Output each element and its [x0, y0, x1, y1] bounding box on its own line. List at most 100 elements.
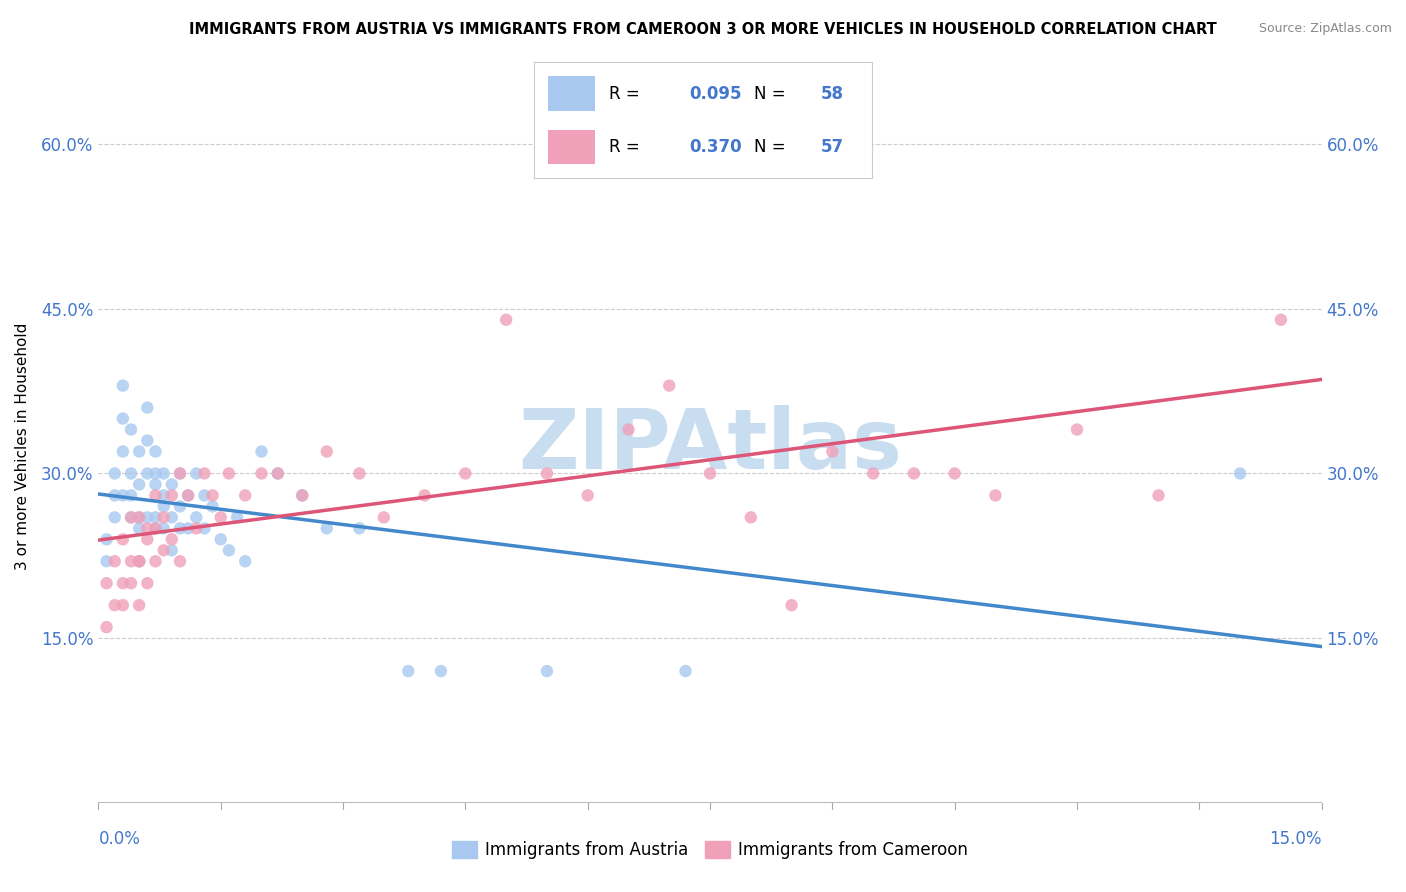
Point [136, 521, 159, 535]
Point [186, 467, 208, 481]
Point [267, 467, 290, 481]
Point [128, 510, 150, 524]
Point [169, 467, 191, 481]
Point [454, 467, 477, 481]
Point [209, 510, 232, 524]
Point [699, 153, 721, 168]
Point [128, 554, 150, 568]
Point [267, 467, 290, 481]
Point [136, 434, 159, 448]
Point [250, 467, 273, 481]
Point [136, 510, 159, 524]
Point [104, 598, 127, 612]
Point [145, 467, 167, 481]
Point [96, 620, 118, 634]
Point [111, 378, 134, 392]
Point [96, 576, 118, 591]
Point [128, 510, 150, 524]
Point [128, 477, 150, 491]
Point [396, 664, 419, 678]
Point [291, 488, 314, 502]
Point [128, 444, 150, 458]
Point [152, 543, 174, 558]
Point [218, 543, 240, 558]
Point [250, 444, 273, 458]
Point [160, 488, 183, 502]
Point [111, 576, 134, 591]
Point [145, 477, 167, 491]
Point [169, 521, 191, 535]
Point [193, 467, 215, 481]
Point [152, 467, 174, 481]
Y-axis label: 3 or more Vehicles in Household: 3 or more Vehicles in Household [15, 322, 30, 570]
Point [120, 510, 142, 524]
Point [120, 488, 142, 502]
Point [349, 521, 371, 535]
Point [658, 378, 681, 392]
Point [226, 510, 249, 524]
Point [128, 554, 150, 568]
Point [495, 312, 517, 326]
Point [128, 521, 150, 535]
Point [104, 488, 127, 502]
Point [413, 488, 436, 502]
Point [349, 467, 371, 481]
Point [136, 467, 159, 481]
Point [160, 533, 183, 547]
FancyBboxPatch shape [548, 129, 595, 164]
Point [152, 500, 174, 514]
Point [209, 533, 232, 547]
Text: 0.095: 0.095 [689, 85, 742, 103]
Point [169, 500, 191, 514]
Point [145, 521, 167, 535]
Point [160, 510, 183, 524]
Text: 0.370: 0.370 [689, 138, 742, 156]
Point [169, 467, 191, 481]
Point [186, 521, 208, 535]
Point [160, 477, 183, 491]
Point [96, 554, 118, 568]
Point [201, 500, 224, 514]
Point [111, 533, 134, 547]
Point [536, 664, 558, 678]
Point [315, 521, 337, 535]
Point [1229, 467, 1251, 481]
Text: N =: N = [754, 138, 790, 156]
Point [111, 444, 134, 458]
Point [120, 467, 142, 481]
Point [1066, 423, 1088, 437]
Point [152, 488, 174, 502]
Point [145, 444, 167, 458]
Point [740, 510, 762, 524]
Point [430, 664, 453, 678]
Point [862, 467, 884, 481]
Point [111, 488, 134, 502]
Point [145, 488, 167, 502]
Point [128, 554, 150, 568]
Point [152, 521, 174, 535]
Point [128, 598, 150, 612]
Text: IMMIGRANTS FROM AUSTRIA VS IMMIGRANTS FROM CAMEROON 3 OR MORE VEHICLES IN HOUSEH: IMMIGRANTS FROM AUSTRIA VS IMMIGRANTS FR… [190, 22, 1216, 37]
Point [233, 554, 256, 568]
Point [576, 488, 599, 502]
Point [943, 467, 966, 481]
Text: 0.0%: 0.0% [98, 830, 141, 848]
Point [193, 488, 215, 502]
Point [136, 533, 159, 547]
Point [536, 467, 558, 481]
Point [104, 554, 127, 568]
Point [152, 510, 174, 524]
Point [120, 576, 142, 591]
Point [291, 488, 314, 502]
Point [136, 401, 159, 415]
Text: ZIPAtlas: ZIPAtlas [517, 406, 903, 486]
Point [1270, 312, 1292, 326]
Point [821, 444, 844, 458]
Point [136, 576, 159, 591]
Point [177, 488, 200, 502]
Point [104, 467, 127, 481]
Point [218, 467, 240, 481]
Point [186, 510, 208, 524]
Point [96, 533, 118, 547]
Point [903, 467, 925, 481]
